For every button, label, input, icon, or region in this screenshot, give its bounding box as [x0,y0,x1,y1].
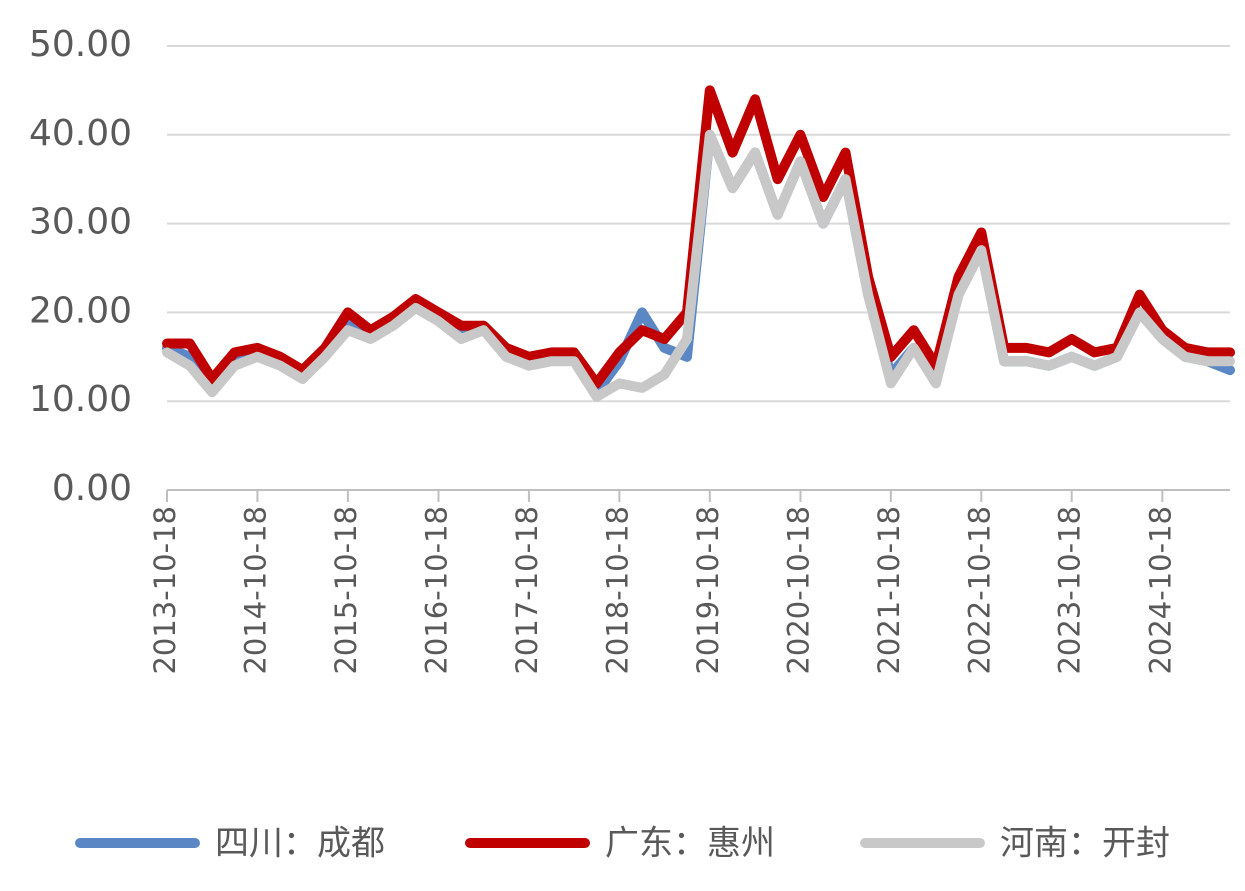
x-tick-label: 2014-10-18 [238,506,272,675]
x-tick-label: 2018-10-18 [600,506,634,675]
x-tick-label: 2017-10-18 [510,506,544,675]
y-tick-label: 30.00 [29,202,132,243]
x-tick-label: 2020-10-18 [781,506,815,675]
legend-label: 河南：开封 [1000,824,1170,864]
y-tick-label: 0.00 [52,468,132,509]
x-tick-label: 2013-10-18 [148,506,182,675]
y-tick-label: 40.00 [29,113,132,154]
x-tick-label: 2022-10-18 [962,506,996,675]
y-tick-label: 10.00 [29,379,132,420]
y-tick-label: 20.00 [29,290,132,331]
x-tick-label: 2023-10-18 [1053,506,1087,675]
x-tick-label: 2019-10-18 [691,506,725,675]
x-tick-label: 2015-10-18 [329,506,363,675]
x-tick-label: 2016-10-18 [420,506,454,675]
y-tick-label: 50.00 [29,24,132,65]
legend-label: 广东：惠州 [605,824,775,864]
x-tick-label: 2024-10-18 [1143,506,1177,675]
x-tick-label: 2021-10-18 [872,506,906,675]
legend-label: 四川：成都 [215,824,385,864]
series-line [162,129,1235,402]
